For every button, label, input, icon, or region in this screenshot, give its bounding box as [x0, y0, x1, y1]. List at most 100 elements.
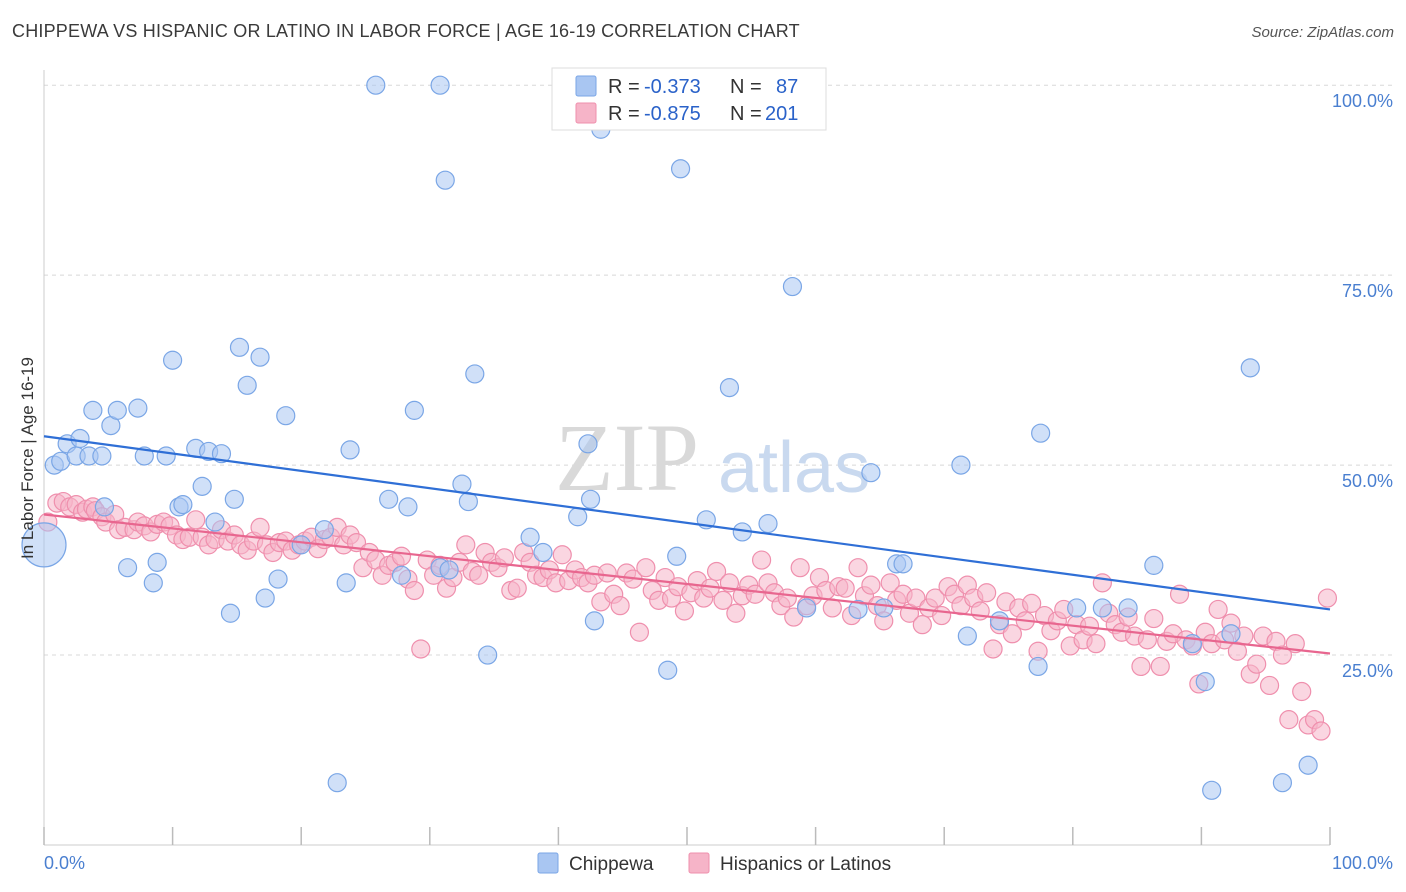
chippewa-point [327, 773, 347, 793]
hispanics-point [456, 535, 476, 555]
legend-swatch-chippewa [575, 75, 597, 97]
hispanics-point [186, 510, 206, 530]
chippewa-point [1202, 780, 1222, 800]
y-tick-label: 75.0% [1342, 281, 1393, 301]
hispanics-point [706, 561, 727, 582]
y-tick-label: 25.0% [1342, 661, 1393, 681]
hispanics-point [751, 550, 772, 570]
bottom-legend-swatch-hispanics [688, 852, 710, 874]
chippewa-point [156, 446, 176, 466]
chippewa-point [861, 463, 881, 483]
chippewa-point [250, 347, 270, 367]
chippewa-point [192, 476, 212, 496]
legend-r-label: R = [608, 76, 640, 98]
chippewa-point [1144, 555, 1164, 575]
chippewa-trend-line [43, 435, 1331, 611]
legend-n-value: 87 [776, 76, 798, 98]
hispanics-point [674, 601, 695, 621]
chippewa-point [391, 565, 412, 585]
hispanics-point [1285, 634, 1305, 654]
chippewa-point [92, 446, 112, 466]
hispanics-point [1317, 588, 1338, 608]
hispanics-point [1311, 721, 1331, 741]
chippewa-point [173, 495, 193, 515]
hispanics-point [983, 639, 1003, 659]
y-tick-label: 100.0% [1332, 91, 1393, 111]
hispanics-point [1208, 599, 1228, 620]
hispanics-point [713, 590, 733, 610]
y-axis-title: In Labor Force | Age 16-19 [18, 357, 37, 559]
hispanics-point [977, 583, 997, 603]
chippewa-point [1067, 598, 1087, 618]
hispanics-point [835, 578, 855, 598]
chippewa-point [670, 159, 691, 179]
legend-row-chippewa: R = -0.373 N = 87 [575, 75, 798, 98]
legend-r-value: -0.373 [644, 76, 701, 98]
chippewa-point [366, 75, 386, 95]
hispanics-point [848, 558, 868, 578]
chippewa-point [1028, 656, 1048, 677]
chippewa-point [205, 512, 225, 532]
chippewa-point [21, 522, 67, 568]
hispanics-point [1292, 681, 1312, 702]
chippewa-point [1240, 358, 1260, 378]
hispanics-point [507, 578, 527, 598]
chippewa-point [336, 573, 356, 593]
chippewa-point [957, 626, 977, 646]
hispanics-point [1272, 645, 1293, 665]
bottom-legend-swatch-chippewa [537, 852, 559, 874]
chippewa-point [398, 497, 418, 517]
chippewa-point [314, 520, 334, 540]
chippewa-point [1092, 598, 1112, 618]
correlation-legend: R = -0.373 N = 87 R = -0.875 N = 201 [551, 67, 827, 131]
chippewa-point [1272, 773, 1293, 793]
hispanics-point [597, 563, 617, 583]
chippewa-point [848, 599, 868, 620]
hispanics-point [822, 598, 842, 618]
chippewa-point [276, 406, 296, 426]
hispanics-point [1279, 710, 1299, 730]
chippewa-point [520, 527, 540, 547]
hispanics-point [1092, 573, 1112, 593]
hispanics-point [391, 546, 412, 566]
hispanics-point [745, 584, 765, 604]
legend-row-hispanics: R = -0.875 N = 201 [575, 102, 798, 125]
legend-n-label: N = [730, 76, 762, 98]
hispanics-point [880, 573, 900, 593]
hispanics-point [1259, 675, 1280, 696]
chippewa-point [340, 440, 360, 460]
bottom-legend-label-chippewa: Chippewa [569, 854, 654, 875]
hispanics-point [250, 517, 270, 538]
chippewa-point [220, 603, 241, 623]
hispanics-point [411, 639, 431, 659]
chippewa-point [1118, 598, 1138, 618]
hispanics-point [932, 605, 952, 626]
hispanics-point [1022, 593, 1042, 613]
chippewa-point [128, 398, 148, 418]
hispanics-point [404, 580, 424, 601]
chippewa-point [568, 507, 588, 527]
chippewa-point [143, 573, 163, 593]
hispanics-point [925, 588, 945, 608]
axes [43, 70, 1331, 846]
hispanics-point [912, 615, 932, 635]
trend-lines [43, 435, 1331, 655]
legend-r-value: -0.875 [644, 103, 701, 125]
legend-r-label: R = [608, 103, 640, 125]
x-tick-label-min: 0.0% [44, 853, 85, 873]
hispanics-point [636, 558, 656, 578]
hispanics-point [1131, 656, 1151, 677]
chippewa-point [291, 535, 311, 555]
hispanics-point [629, 622, 650, 642]
series-legend: Chippewa Hispanics or Latinos [537, 852, 891, 875]
chippewa-point [107, 400, 127, 420]
hispanics-point [777, 588, 797, 608]
chippewa-point [147, 552, 167, 572]
chippewa-point [1221, 624, 1241, 644]
chippewa-point [782, 276, 803, 297]
y-tick-label: 50.0% [1342, 471, 1393, 491]
chippewa-point [134, 446, 154, 466]
chippewa-point [268, 569, 288, 589]
source-label: Source: ZipAtlas.com [1251, 24, 1394, 41]
